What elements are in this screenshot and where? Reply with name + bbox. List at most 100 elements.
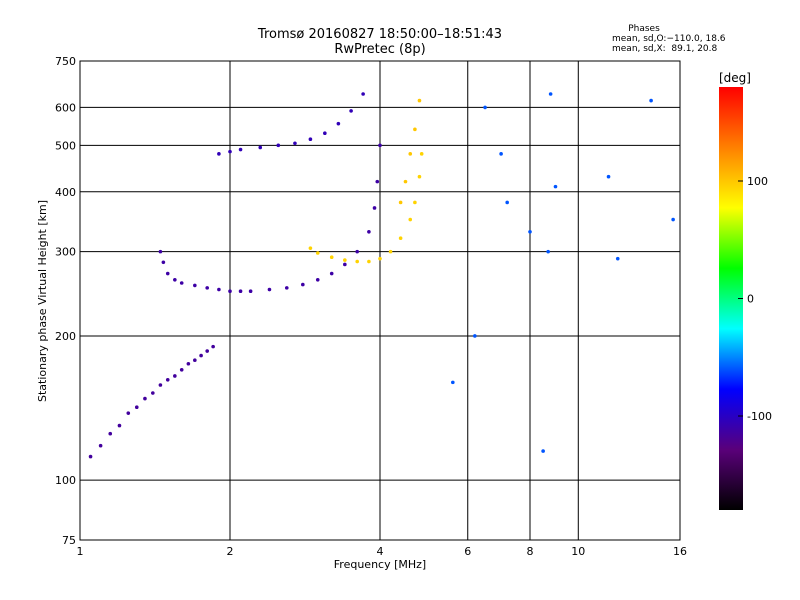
data-point bbox=[553, 184, 558, 189]
data-point bbox=[419, 152, 424, 156]
data-point bbox=[343, 262, 347, 267]
data-point bbox=[361, 92, 365, 96]
data-point bbox=[372, 206, 377, 210]
data-point bbox=[473, 334, 477, 338]
x-tick-label: 6 bbox=[464, 545, 471, 558]
data-point bbox=[258, 145, 263, 150]
data-point bbox=[329, 271, 334, 276]
x-tick-label: 2 bbox=[227, 545, 234, 558]
data-point bbox=[193, 358, 197, 363]
y-tick-label: 500 bbox=[55, 139, 76, 152]
grid-layer bbox=[80, 61, 680, 540]
data-point bbox=[186, 361, 191, 366]
data-point bbox=[349, 109, 353, 113]
colorbar-tick-label: -100 bbox=[747, 410, 772, 423]
data-point bbox=[238, 147, 243, 152]
data-point bbox=[301, 282, 305, 287]
data-point bbox=[308, 246, 313, 250]
data-point bbox=[315, 277, 320, 282]
data-point bbox=[228, 289, 232, 294]
y-tick-label: 300 bbox=[55, 246, 76, 259]
x-tick-label: 8 bbox=[527, 545, 534, 558]
data-point bbox=[398, 200, 403, 205]
data-point bbox=[143, 396, 147, 401]
data-point bbox=[179, 367, 184, 372]
data-point bbox=[173, 374, 177, 378]
y-tick-label: 600 bbox=[55, 101, 76, 114]
data-point bbox=[323, 131, 327, 136]
data-point bbox=[199, 353, 203, 358]
data-point bbox=[134, 405, 139, 410]
data-point bbox=[108, 431, 113, 436]
data-point bbox=[228, 149, 232, 154]
data-point bbox=[276, 143, 281, 148]
data-point bbox=[355, 249, 359, 254]
data-point bbox=[158, 383, 163, 387]
y-tick-label: 400 bbox=[55, 186, 76, 199]
data-point bbox=[217, 287, 221, 292]
data-point bbox=[165, 271, 170, 276]
data-point bbox=[528, 229, 532, 234]
data-point bbox=[267, 287, 272, 292]
data-point bbox=[355, 259, 359, 264]
x-tick-label: 10 bbox=[571, 545, 585, 558]
y-tick-label: 75 bbox=[62, 534, 76, 547]
data-point bbox=[378, 143, 382, 148]
data-point bbox=[378, 256, 382, 261]
chart-subtitle: RwPretec (8p) bbox=[334, 42, 426, 57]
plot-frame bbox=[79, 60, 681, 541]
data-point bbox=[388, 249, 393, 254]
data-point bbox=[451, 380, 455, 385]
data-point bbox=[329, 255, 334, 260]
data-point bbox=[367, 259, 371, 264]
colorbar-ticks: -100 0 100 bbox=[738, 175, 772, 423]
colorbar-tick-label: 0 bbox=[747, 293, 754, 306]
data-point bbox=[413, 200, 417, 205]
data-point bbox=[336, 121, 341, 126]
data-point bbox=[548, 92, 553, 96]
data-point bbox=[151, 391, 155, 395]
data-point bbox=[398, 236, 403, 240]
data-point bbox=[671, 217, 675, 222]
data-point bbox=[165, 377, 170, 382]
data-point bbox=[343, 258, 347, 262]
data-point bbox=[541, 449, 545, 453]
y-tick-label: 200 bbox=[55, 330, 76, 343]
data-point bbox=[158, 249, 163, 254]
data-point bbox=[408, 217, 413, 222]
colorbar-label: [deg] bbox=[719, 71, 751, 85]
data-points-layer bbox=[88, 92, 675, 459]
data-point bbox=[308, 137, 313, 141]
data-point bbox=[205, 349, 209, 353]
data-point bbox=[117, 423, 122, 428]
data-point bbox=[248, 289, 253, 294]
data-point bbox=[179, 281, 184, 285]
y-tick-label: 100 bbox=[55, 474, 76, 487]
data-point bbox=[606, 174, 611, 179]
x-tick-label: 4 bbox=[377, 545, 384, 558]
y-axis-label: Stationary phase Virtual Height [km] bbox=[36, 200, 49, 402]
data-point bbox=[217, 152, 221, 156]
data-point bbox=[161, 260, 166, 265]
data-point bbox=[403, 179, 408, 184]
chart-title: Tromsø 20160827 18:50:00–18:51:43 bbox=[257, 27, 503, 42]
data-point bbox=[315, 251, 320, 255]
colorbar-tick-label: 100 bbox=[747, 175, 768, 188]
data-point bbox=[88, 454, 93, 459]
data-point bbox=[483, 105, 487, 110]
data-point bbox=[649, 98, 653, 103]
data-point bbox=[505, 200, 509, 205]
data-point bbox=[408, 152, 413, 156]
x-tick-label: 1 bbox=[77, 545, 84, 558]
data-point bbox=[205, 286, 209, 290]
x-tick-label: 16 bbox=[673, 545, 687, 558]
phase-x-stats: mean, sd,X: 89.1, 20.8 bbox=[612, 44, 718, 54]
data-point bbox=[375, 179, 380, 184]
y-tick-label: 750 bbox=[55, 55, 76, 68]
data-point bbox=[499, 152, 503, 156]
x-axis-label: Frequency [MHz] bbox=[334, 558, 426, 571]
phase-heading: Phases bbox=[628, 24, 660, 34]
data-point bbox=[293, 141, 297, 146]
data-point bbox=[238, 289, 243, 294]
